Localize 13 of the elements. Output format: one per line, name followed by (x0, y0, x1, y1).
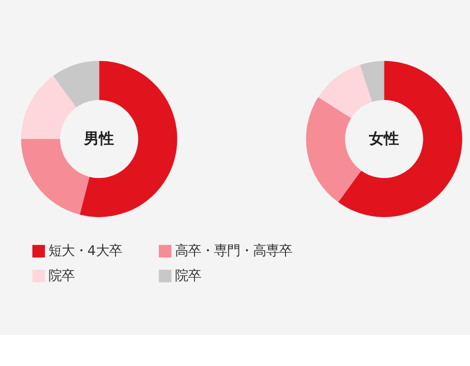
legend-label: 短大・4大卒 (48, 244, 122, 260)
text: 女性 (368, 130, 400, 148)
donut-slice (80, 60, 178, 218)
legend-label: 院卒 (48, 268, 74, 284)
donut-slice (306, 97, 362, 202)
donut-slice (318, 64, 372, 118)
donut-slice (53, 60, 100, 108)
donut-slice (338, 60, 462, 218)
donut-slice (360, 60, 384, 102)
legend-label: 高卒・専門・高専卒 (174, 243, 292, 260)
text: 男性 (83, 130, 114, 148)
legend-label: 院卒 (174, 268, 201, 284)
donut-slice (21, 76, 76, 140)
